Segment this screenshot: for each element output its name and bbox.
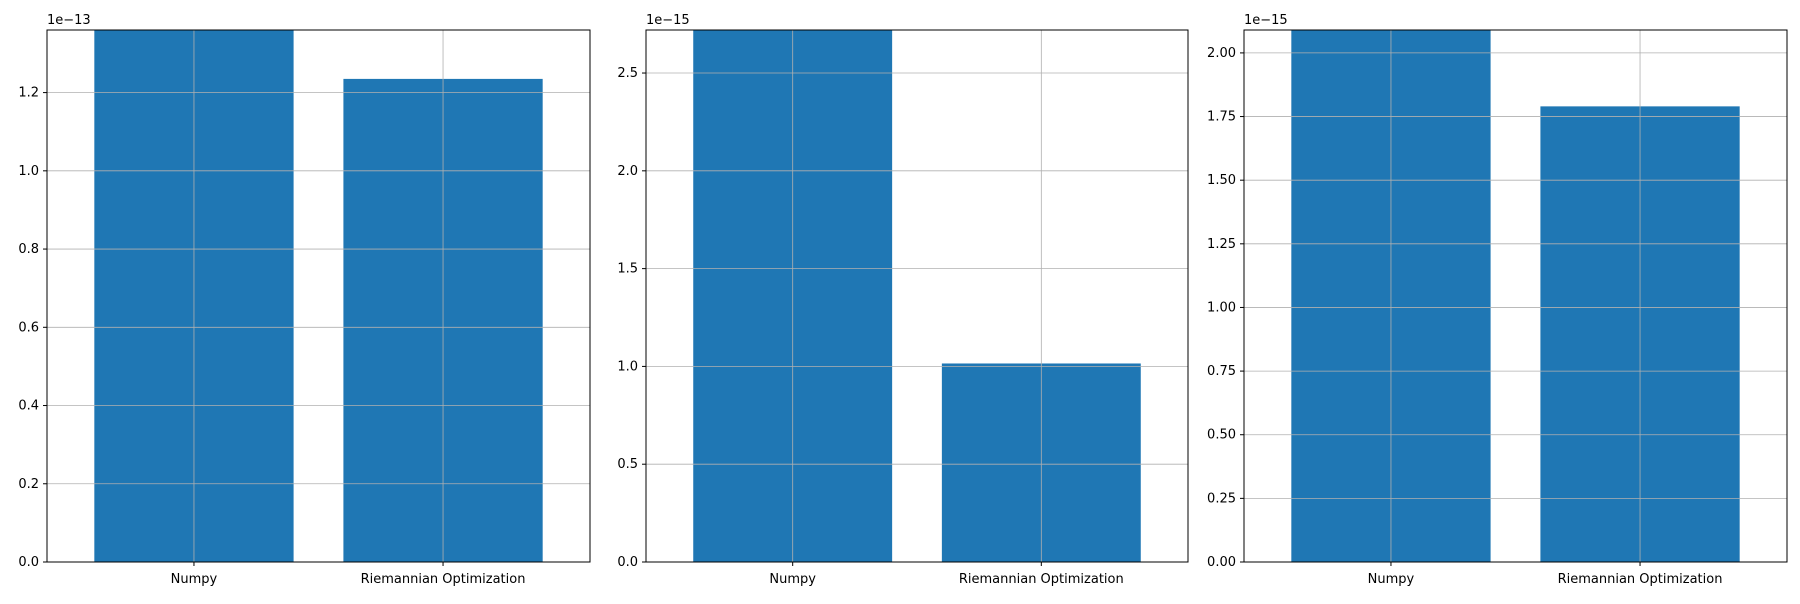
y-tick-label: 0.0 bbox=[617, 555, 638, 570]
y-tick-label: 0.5 bbox=[617, 457, 638, 472]
y-scale-label: 1e−15 bbox=[646, 13, 690, 28]
y-tick-label: 0.50 bbox=[1207, 428, 1236, 443]
y-scale-label: 1e−15 bbox=[1244, 13, 1288, 28]
subplot-2: 0.0 0.5 1.0 1.5 2.0 2.5 Numpy Riemannian Optimi… bbox=[617, 13, 1189, 587]
y-tick-label: 0.0 bbox=[18, 555, 39, 570]
y-tick-label: 1.00 bbox=[1207, 300, 1236, 315]
y-scale-label: 1e−13 bbox=[47, 13, 91, 28]
x-tick-label: Riemannian Optimization bbox=[361, 572, 526, 587]
y-tick-label: 0.25 bbox=[1207, 491, 1236, 506]
y-tick-label: 2.0 bbox=[617, 164, 638, 179]
y-tick-label: 1.0 bbox=[617, 359, 638, 374]
y-tick-label: 1.2 bbox=[18, 86, 39, 101]
axes-frame bbox=[645, 29, 1189, 563]
y-tick-label: 2.00 bbox=[1207, 46, 1236, 61]
y-tick-label: 0.2 bbox=[18, 477, 39, 492]
x-tick-label: Riemannian Optimization bbox=[1558, 572, 1723, 587]
x-tick-label: Numpy bbox=[171, 572, 218, 587]
x-tick-label: Riemannian Optimization bbox=[959, 572, 1124, 587]
axes-frame bbox=[46, 29, 591, 563]
y-tick-label: 0.8 bbox=[18, 242, 39, 257]
y-tick-label: 0.6 bbox=[18, 320, 39, 335]
y-tick-label: 2.5 bbox=[617, 66, 638, 81]
y-tick-label: 1.5 bbox=[617, 262, 638, 277]
y-tick-label: 1.50 bbox=[1207, 173, 1236, 188]
y-tick-label: 0.00 bbox=[1207, 555, 1236, 570]
y-tick-label: 1.75 bbox=[1207, 110, 1236, 125]
subplot-1: 0.0 0.2 0.4 0.6 0.8 1.0 1.2 Numpy Riemannian Opt… bbox=[18, 13, 591, 587]
y-tick-label: 0.4 bbox=[18, 399, 39, 414]
y-tick-label: 1.25 bbox=[1207, 237, 1236, 252]
x-tick-label: Numpy bbox=[1368, 572, 1415, 587]
x-tick-label: Numpy bbox=[769, 572, 816, 587]
subplot-3: 0.00 0.25 0.50 0.75 1.00 1.25 1.50 1.75 2.00 Nump… bbox=[1207, 13, 1788, 587]
y-tick-label: 1.0 bbox=[18, 164, 39, 179]
axes-frame bbox=[1243, 29, 1788, 563]
y-tick-label: 0.75 bbox=[1207, 364, 1236, 379]
